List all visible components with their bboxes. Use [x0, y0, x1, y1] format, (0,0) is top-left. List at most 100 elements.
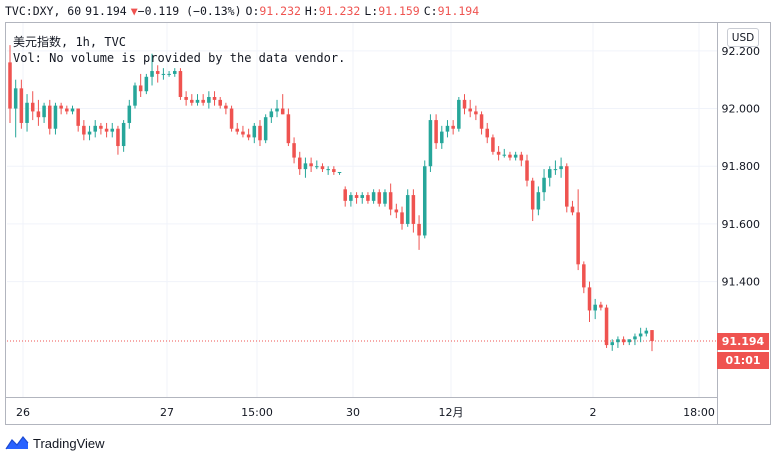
candle-body — [229, 108, 234, 129]
x-tick-label: 26 — [16, 406, 30, 419]
candle-body — [133, 85, 137, 106]
candle-body — [491, 137, 495, 152]
candle-body — [99, 125, 103, 129]
candle-body — [394, 209, 399, 213]
candle-body — [633, 336, 637, 340]
candle-body — [48, 105, 52, 129]
candle-body — [65, 108, 69, 112]
low-value: 91.159 — [378, 4, 420, 18]
candle-body — [570, 206, 575, 213]
grid-layer — [7, 22, 717, 397]
candle-body — [496, 151, 501, 155]
candle-body — [485, 128, 490, 138]
candle-body — [30, 102, 35, 112]
candle-body — [292, 143, 296, 158]
candle-body — [638, 333, 643, 337]
candle-body — [576, 212, 580, 265]
candle-body — [110, 128, 115, 132]
candle-body — [297, 157, 302, 170]
change-value: −0.119 (−0.13%) — [137, 4, 242, 18]
candle-body — [212, 97, 217, 100]
tradingview-logo[interactable]: TradingView — [5, 434, 105, 452]
candle-body — [104, 128, 109, 132]
candle-body — [195, 99, 200, 103]
candle-body — [604, 307, 609, 346]
candle-body — [167, 73, 171, 75]
y-tick-label: 91.800 — [722, 160, 761, 173]
high-label: H: — [304, 4, 319, 18]
open-value: 91.232 — [259, 4, 301, 18]
chart-title[interactable]: 美元指数, 1h, TVC — [13, 35, 127, 49]
candle-body — [354, 195, 359, 198]
candle-body — [383, 192, 387, 204]
candle-body — [59, 105, 63, 109]
candle-body — [224, 105, 228, 109]
candle-body — [621, 339, 626, 343]
candle-body — [457, 99, 461, 129]
candle-body — [121, 122, 126, 147]
candle-body — [36, 111, 41, 118]
candle-body — [201, 99, 205, 103]
candle-body — [93, 125, 97, 132]
candle-body — [76, 108, 80, 126]
candle-body — [650, 330, 654, 342]
candle-body — [349, 195, 353, 201]
x-tick-label: 30 — [346, 406, 360, 419]
x-tick-label: 15:00 — [241, 406, 273, 419]
candle-body — [610, 342, 614, 346]
tradingview-logo-text: TradingView — [33, 435, 105, 451]
candle-layer — [8, 45, 654, 352]
candle-body — [263, 117, 268, 141]
candle-body — [547, 169, 552, 178]
ohlc-header: TVC:DXY, 60 91.194 ▼ −0.119 (−0.13%) O: … — [5, 3, 479, 19]
candle-body — [280, 108, 285, 115]
x-tick-label: 2 — [590, 406, 597, 419]
y-tick-label: 92.000 — [722, 103, 761, 116]
candle-body — [127, 105, 132, 123]
candle-body — [190, 99, 194, 103]
chart-border — [5, 22, 771, 425]
candle-body — [616, 339, 620, 343]
tradingview-logo-icon — [5, 436, 29, 450]
current-price-tag: 91.194 — [717, 333, 769, 351]
candle-body — [150, 71, 154, 77]
candle-body — [627, 339, 632, 343]
candle-body — [161, 73, 166, 75]
candle-body — [320, 166, 325, 170]
candle-body — [599, 304, 603, 308]
candle-body — [530, 180, 535, 210]
candle-body — [593, 304, 597, 311]
symbol-label[interactable]: TVC:DXY, 60 — [5, 4, 82, 18]
candle-body — [559, 166, 563, 170]
candle-body — [332, 169, 336, 172]
candle-body — [400, 212, 404, 224]
volume-note: Vol: No volume is provided by the data v… — [13, 51, 346, 65]
currency-button[interactable]: USD — [727, 28, 759, 47]
countdown-tag: 01:01 — [717, 352, 769, 370]
candle-body — [246, 134, 251, 138]
candle-body — [553, 169, 558, 171]
x-tick-label: 12月 — [439, 406, 464, 419]
candle-body — [218, 99, 222, 106]
candle-body — [428, 120, 433, 167]
candle-body — [8, 62, 12, 109]
candle-body — [565, 166, 569, 207]
candle-body — [309, 163, 313, 167]
candle-body — [377, 192, 382, 204]
candle-body — [422, 166, 427, 236]
candle-body — [138, 85, 143, 92]
candle-body — [116, 128, 120, 147]
candle-body — [644, 330, 649, 334]
candle-body — [241, 131, 245, 135]
candle-body — [343, 189, 347, 201]
open-label: O: — [245, 4, 260, 18]
candle-body — [417, 223, 421, 236]
x-tick-label: 18:00 — [683, 406, 715, 419]
high-value: 91.232 — [318, 4, 361, 18]
candle-body — [462, 99, 467, 109]
candle-body — [207, 97, 211, 103]
y-tick-label: 92.200 — [722, 45, 761, 58]
candle-body — [172, 71, 177, 74]
